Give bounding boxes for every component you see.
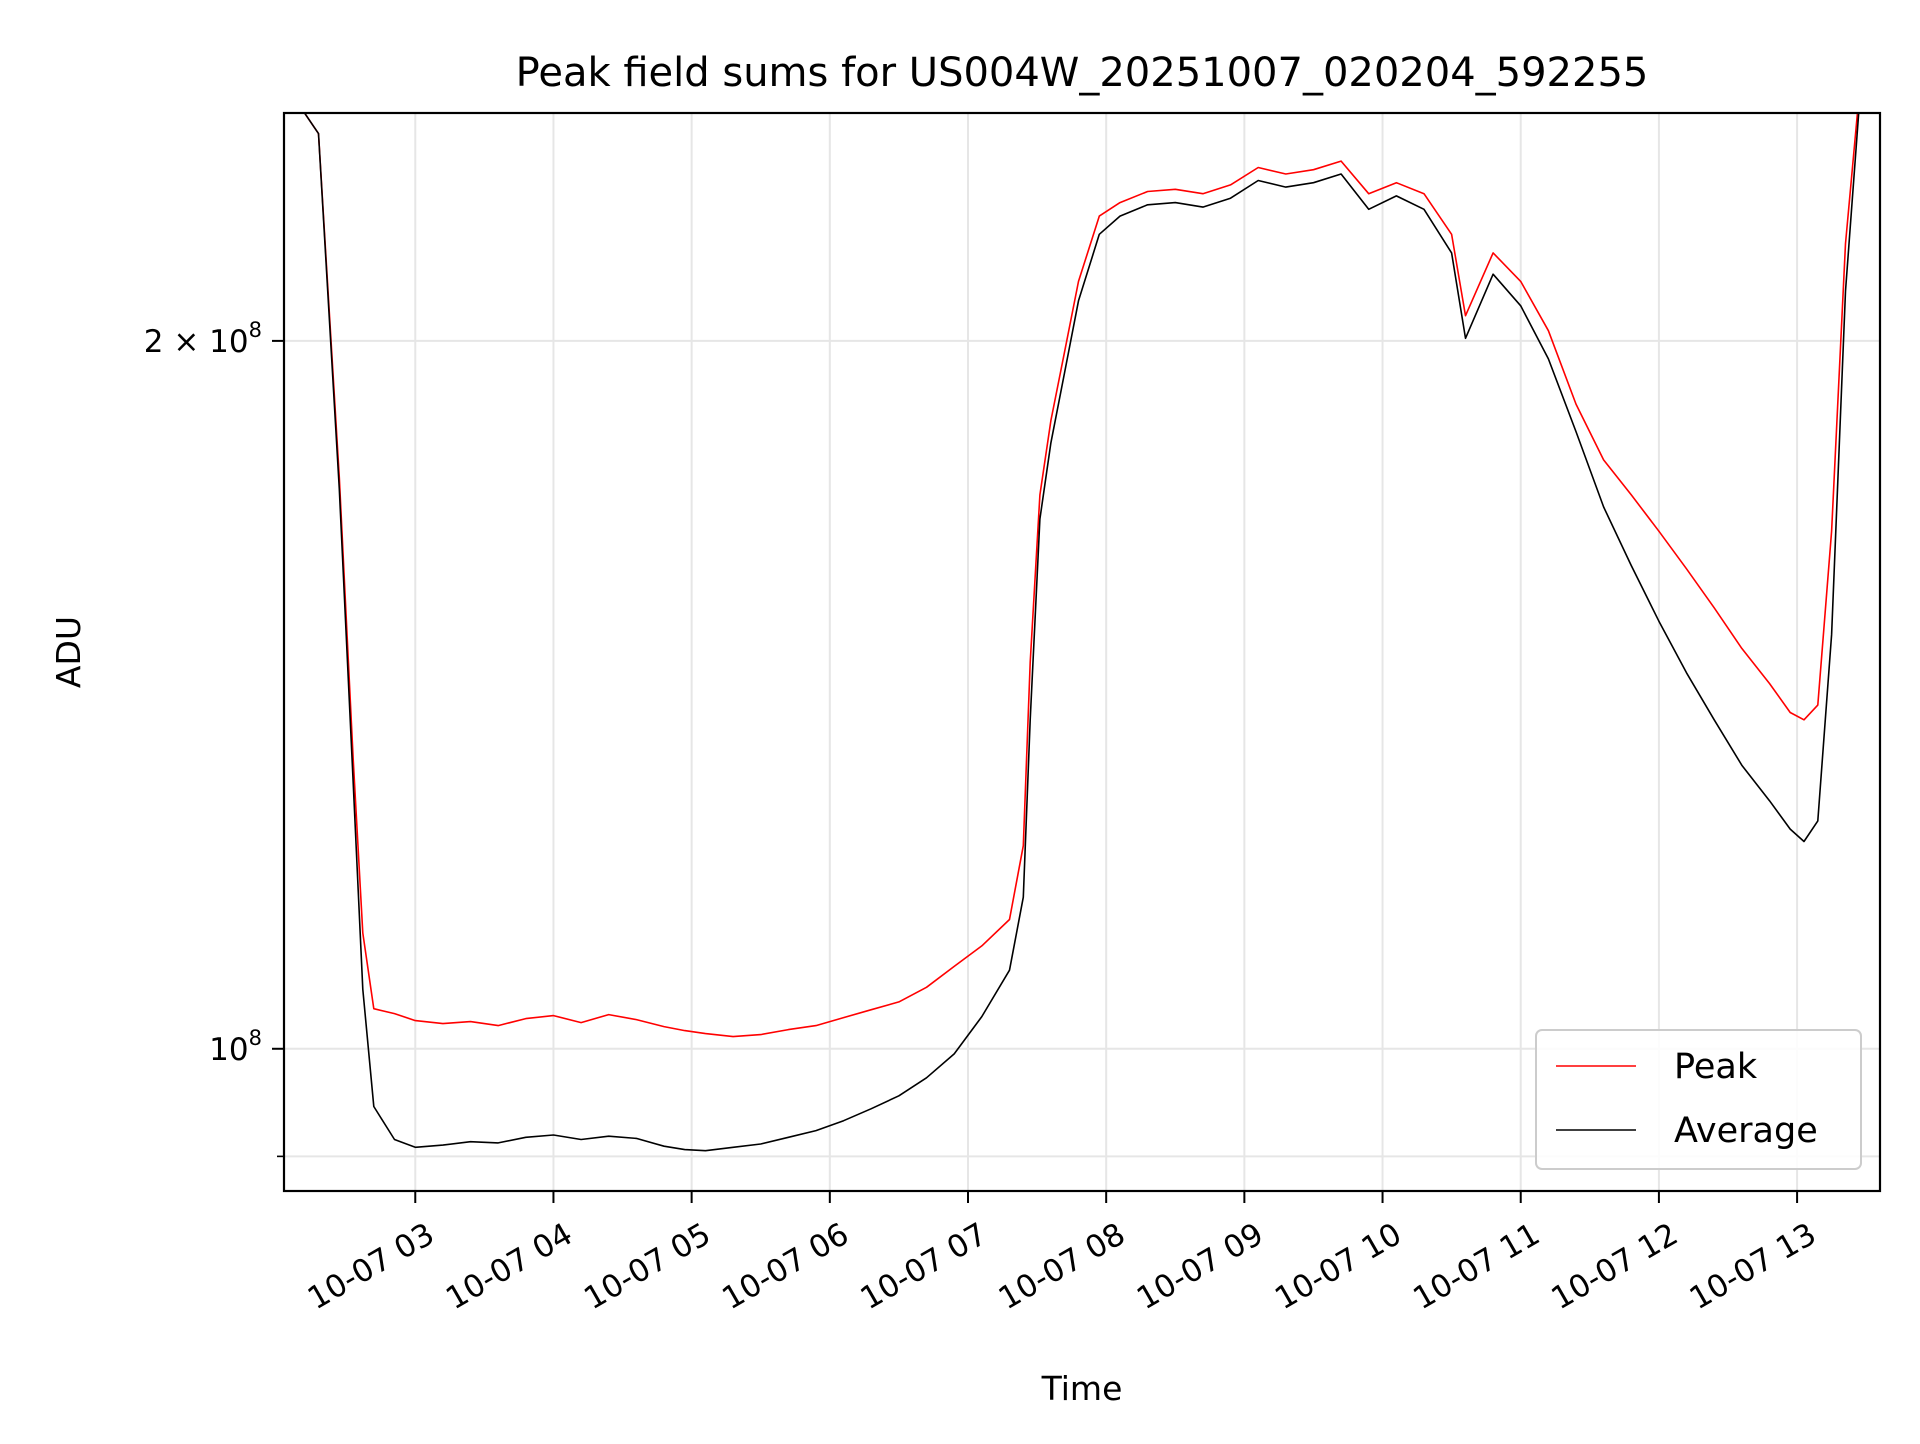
legend-box <box>1535 1029 1862 1170</box>
y-tick-label: 108 <box>209 1026 262 1068</box>
plot-frame <box>282 111 1882 1193</box>
legend-label-average: Average <box>1674 1111 1818 1151</box>
series-layer <box>303 113 1860 1152</box>
legend: Peak Average <box>1535 1029 1862 1170</box>
x-axis-label: Time <box>1041 1369 1123 1408</box>
y-tick-label: 2 × 108 <box>144 318 262 360</box>
legend-label-peak: Peak <box>1674 1047 1758 1087</box>
grid-lines <box>284 113 1880 1191</box>
y-axis: 108 2 × 108 <box>144 318 284 1158</box>
series-line-average <box>303 113 1860 1152</box>
chart-title: Peak field sums for US004W_20251007_0202… <box>516 50 1649 96</box>
y-axis-label: ADU <box>49 616 88 688</box>
series-line-peak <box>303 113 1859 1038</box>
